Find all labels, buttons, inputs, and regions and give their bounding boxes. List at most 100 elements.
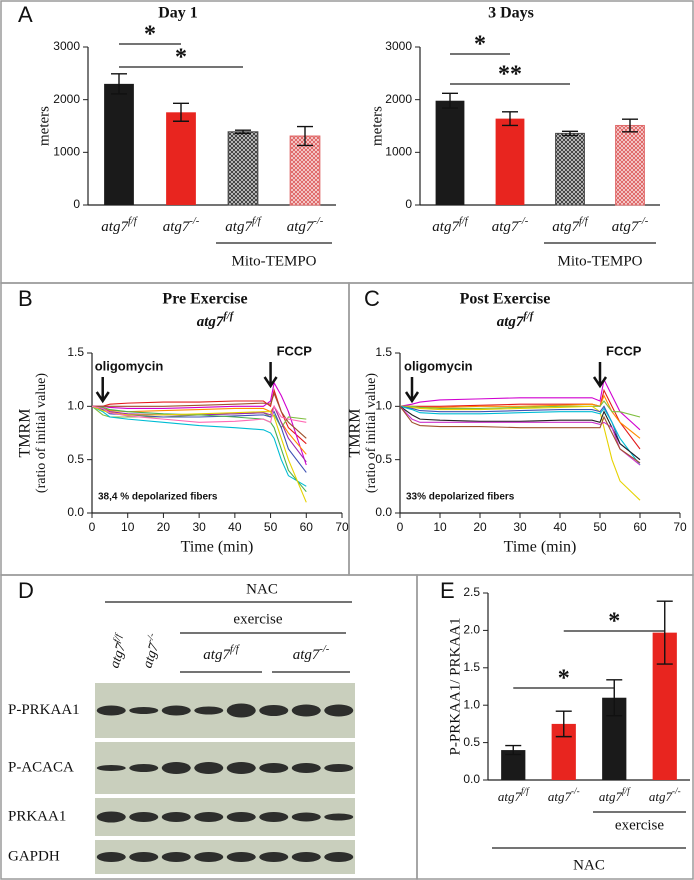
- significance-label: *: [144, 22, 156, 48]
- panel-frame: [0, 282, 350, 576]
- trace: [91, 405, 307, 487]
- bar: [615, 124, 645, 206]
- chart-subtitle: atg7f/f: [197, 311, 235, 330]
- trace: [399, 405, 641, 501]
- trace: [92, 391, 307, 439]
- arrow-label: FCCP: [277, 343, 313, 358]
- trace: [399, 405, 641, 461]
- group-label: Mito-TEMPO: [231, 253, 316, 269]
- y-tick-label: 0.5: [375, 452, 392, 466]
- blot-band: [226, 852, 256, 862]
- x-tick-label: 0: [89, 520, 96, 534]
- blot-band: [161, 762, 191, 774]
- y-tick-label: 0.5: [463, 735, 480, 749]
- arrow: [592, 362, 608, 389]
- x-tick-label: atg7f/f: [552, 216, 590, 235]
- row-label: GAPDH: [8, 848, 60, 864]
- y-tick-label: 0.0: [375, 505, 392, 519]
- x-tick-label: atg7f/f: [599, 786, 631, 804]
- x-tick-label: 50: [593, 520, 607, 534]
- y-tick-label: 1.0: [375, 399, 392, 413]
- error-bar: [622, 118, 638, 133]
- blot-band: [96, 852, 126, 862]
- blot-band: [291, 852, 321, 862]
- blot-band: [226, 812, 256, 822]
- blot-band: [324, 764, 354, 772]
- panel-letter: C: [364, 286, 380, 311]
- error-bar: [606, 679, 623, 717]
- error-bar: [297, 125, 313, 147]
- y-axis-label: meters: [36, 106, 52, 146]
- y-tick-label: 2000: [53, 92, 80, 106]
- blot-band: [161, 852, 191, 862]
- blot-band: [194, 706, 224, 715]
- y-tick-label: 1000: [53, 145, 80, 159]
- x-tick-label: atg7f/f: [432, 216, 470, 235]
- annotation: 33% depolarized fibers: [406, 492, 515, 503]
- group-label: exercise: [615, 817, 664, 833]
- blot-band: [96, 705, 126, 716]
- group-label: atg7f/f: [203, 644, 241, 663]
- trace: [399, 406, 641, 464]
- x-tick-label: atg7-/-: [548, 786, 580, 804]
- panel-letter: A: [18, 2, 33, 27]
- trace: [400, 400, 641, 418]
- trace: [399, 405, 641, 466]
- bar: [166, 112, 196, 205]
- error-bar: [173, 102, 189, 122]
- chart-subtitle: atg7f/f: [497, 311, 535, 330]
- blot-band: [324, 813, 354, 821]
- x-tick-label: 30: [192, 520, 206, 534]
- y-axis-label: (ratio of initial value): [364, 373, 379, 493]
- error-bar: [111, 73, 127, 95]
- group-label: atg7-/-: [293, 644, 330, 663]
- y-tick-label: 0.0: [463, 772, 480, 786]
- group-label: Mito-TEMPO: [557, 253, 642, 269]
- condition-label: exercise: [233, 611, 282, 627]
- error-bar: [656, 600, 673, 665]
- x-tick-label: 70: [673, 520, 687, 534]
- row-label: P-PRKAA1: [8, 702, 80, 718]
- x-tick-label: atg7f/f: [498, 786, 530, 804]
- y-tick-label: 3000: [385, 39, 412, 53]
- x-tick-label: atg7-/-: [492, 216, 529, 235]
- chart-title: Post Exercise: [460, 291, 551, 308]
- error-bar: [502, 111, 518, 127]
- trace: [91, 404, 307, 463]
- group-label: NAC: [573, 857, 605, 873]
- error-bar: [562, 130, 578, 137]
- x-tick-label: atg7f/f: [225, 216, 263, 235]
- trace: [91, 404, 307, 424]
- y-axis-label: meters: [369, 106, 385, 146]
- blot-band: [324, 704, 354, 717]
- y-tick-label: 0: [73, 197, 80, 211]
- x-tick-label: atg7-/-: [163, 216, 200, 235]
- y-tick-label: 2.0: [463, 623, 480, 637]
- blot-band: [259, 812, 289, 822]
- bar: [227, 131, 259, 206]
- blot-band: [161, 705, 191, 716]
- x-tick-label: 60: [300, 520, 314, 534]
- y-axis-label: (ratio of initial value): [34, 373, 49, 493]
- x-tick-label: 60: [633, 520, 647, 534]
- y-tick-label: 1000: [385, 145, 412, 159]
- blot-band: [226, 703, 256, 718]
- x-tick-label: 40: [553, 520, 567, 534]
- trace: [91, 405, 307, 473]
- bar: [495, 118, 525, 205]
- x-axis-label: Time (min): [181, 539, 254, 556]
- blot-band: [291, 704, 321, 717]
- lane-label: atg7f/f: [104, 632, 133, 671]
- x-tick-label: 40: [228, 520, 242, 534]
- panel-letter: B: [18, 286, 33, 311]
- bar: [289, 135, 321, 206]
- error-bar: [442, 92, 458, 109]
- x-tick-label: atg7-/-: [649, 786, 681, 804]
- error-bar: [235, 129, 251, 135]
- trace: [400, 388, 641, 450]
- blot-band: [194, 812, 224, 822]
- blot-band: [129, 812, 159, 822]
- arrow-label: oligomycin: [95, 358, 164, 373]
- x-tick-label: 20: [473, 520, 487, 534]
